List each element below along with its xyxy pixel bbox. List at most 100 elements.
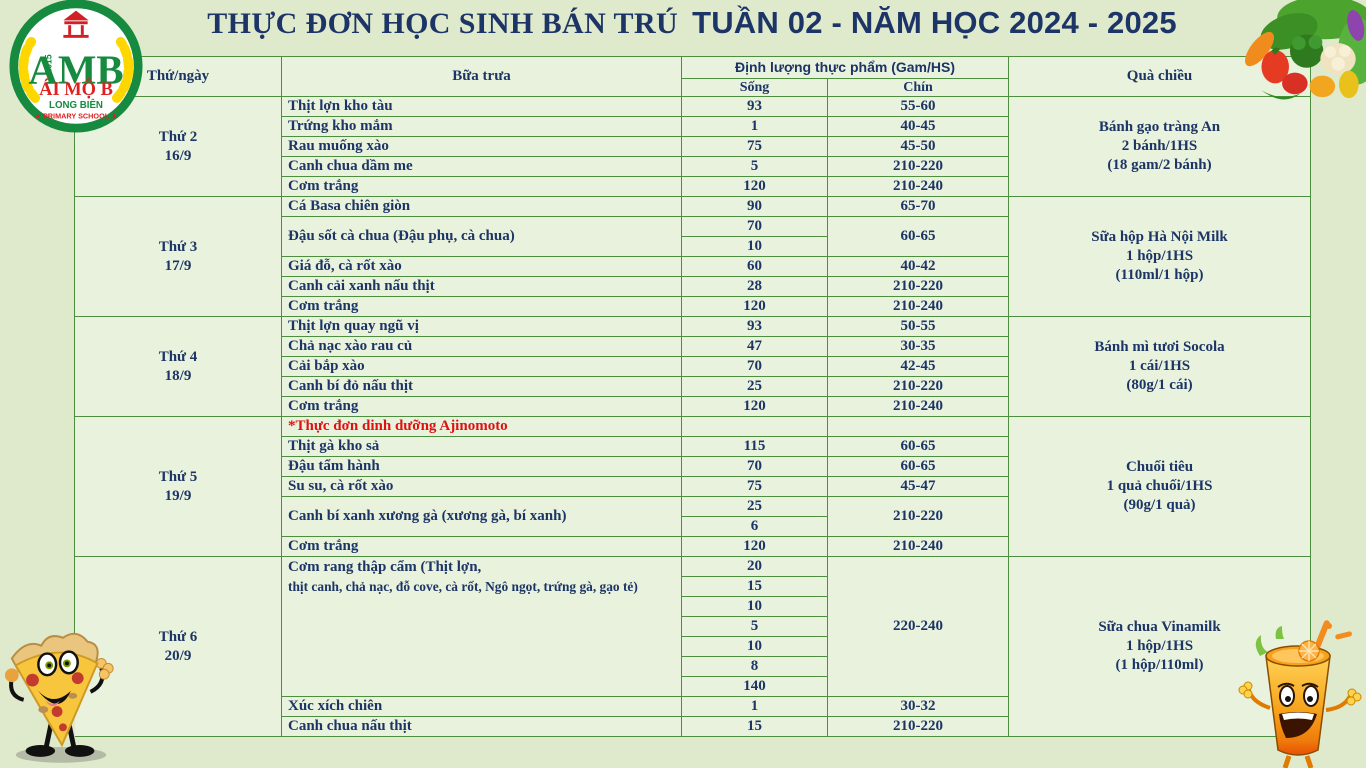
raw-cell: 93 bbox=[682, 97, 828, 117]
menu-table: Thứ/ngày Bữa trưa Định lượng thực phẩm (… bbox=[74, 56, 1311, 737]
cooked-cell: 45-47 bbox=[828, 477, 1009, 497]
raw-cell: 75 bbox=[682, 477, 828, 497]
pagoda-icon bbox=[63, 10, 89, 38]
dish-cell: Cơm trắng bbox=[282, 397, 682, 417]
dish-cell: Cá Basa chiên giòn bbox=[282, 197, 682, 217]
cooked-cell: 42-45 bbox=[828, 357, 1009, 377]
school-logo: AMB 2015 ÁI MỘ B LONG BIÊN ★ PRIMARY SCH… bbox=[9, 0, 143, 133]
dish-cell: Su su, cà rốt xào bbox=[282, 477, 682, 497]
pizza-mascot bbox=[4, 632, 114, 763]
raw-cell: 90 bbox=[682, 197, 828, 217]
dish-cell: Canh chua nấu thịt bbox=[282, 717, 682, 737]
dish-cell: Đậu tẩm hành bbox=[282, 457, 682, 477]
day-cell-tuesday: Thứ 3 17/9 bbox=[75, 197, 282, 317]
dish-line-1: Cơm rang thập cẩm (Thịt lợn, bbox=[288, 559, 482, 575]
dish-cell: Rau muống xào bbox=[282, 137, 682, 157]
header-raw: Sống bbox=[682, 79, 828, 97]
dish-cell: Canh cải xanh nấu thịt bbox=[282, 277, 682, 297]
cooked-cell: 45-50 bbox=[828, 137, 1009, 157]
header-snack: Quà chiều bbox=[1009, 57, 1311, 97]
vegetables-image bbox=[1245, 0, 1366, 100]
cooked-cell: 210-220 bbox=[828, 277, 1009, 297]
page-title: THỰC ĐƠN HỌC SINH BÁN TRÚ TUẦN 02 - NĂM … bbox=[74, 5, 1310, 41]
dish-cell: Canh bí đỏ nấu thịt bbox=[282, 377, 682, 397]
dish-cell: Cơm trắng bbox=[282, 177, 682, 197]
dish-cell: Thịt lợn quay ngũ vị bbox=[282, 317, 682, 337]
logo-school-type: ★ PRIMARY SCHOOL ★ bbox=[33, 111, 118, 120]
raw-cell: 120 bbox=[682, 177, 828, 197]
snack-line: Bánh mì tươi Socola bbox=[1094, 339, 1225, 355]
raw-cell: 75 bbox=[682, 137, 828, 157]
snack-line: Sữa hộp Hà Nội Milk bbox=[1091, 229, 1228, 245]
snack-cell-tuesday: Sữa hộp Hà Nội Milk 1 hộp/1HS (110ml/1 h… bbox=[1009, 197, 1311, 317]
cooked-cell: 60-65 bbox=[828, 217, 1009, 257]
raw-cell: 10 bbox=[682, 237, 828, 257]
day-label: Thứ 3 bbox=[158, 238, 198, 255]
snack-line: 2 bánh/1HS bbox=[1121, 138, 1198, 154]
snack-line: (1 hộp/110ml) bbox=[1115, 657, 1204, 673]
cooked-cell: 30-32 bbox=[828, 697, 1009, 717]
day-label: Thứ 5 bbox=[158, 468, 198, 485]
dish-cell: Xúc xích chiên bbox=[282, 697, 682, 717]
dish-cell: Đậu sốt cà chua (Đậu phụ, cà chua) bbox=[282, 217, 682, 257]
dish-cell: Giá đỗ, cà rốt xào bbox=[282, 257, 682, 277]
snack-line: 1 hộp/1HS bbox=[1125, 248, 1194, 264]
cooked-cell: 210-240 bbox=[828, 297, 1009, 317]
logo-school-name: ÁI MỘ B bbox=[39, 78, 113, 99]
dish-cell: Cải bắp xào bbox=[282, 357, 682, 377]
dish-cell: Trứng kho mắm bbox=[282, 117, 682, 137]
raw-cell: 120 bbox=[682, 397, 828, 417]
raw-cell: 25 bbox=[682, 377, 828, 397]
page-title-week: TUẦN 02 - NĂM HỌC 2024 - 2025 bbox=[692, 5, 1177, 40]
snack-line: 1 quả chuối/1HS bbox=[1106, 478, 1213, 494]
raw-cell: 47 bbox=[682, 337, 828, 357]
raw-cell: 15 bbox=[682, 577, 828, 597]
dish-cell-fried-rice: Cơm rang thập cẩm (Thịt lợn, thịt canh, … bbox=[282, 557, 682, 697]
snack-line: (18 gam/2 bánh) bbox=[1107, 157, 1212, 173]
cooked-cell: 210-220 bbox=[828, 717, 1009, 737]
raw-cell: 5 bbox=[682, 617, 828, 637]
snack-line: Bánh gạo tràng An bbox=[1098, 119, 1221, 135]
day-date: 20/9 bbox=[164, 647, 192, 664]
day-label: Thứ 4 bbox=[158, 348, 198, 365]
day-date: 18/9 bbox=[164, 367, 192, 384]
raw-cell: 5 bbox=[682, 157, 828, 177]
raw-cell: 120 bbox=[682, 297, 828, 317]
snack-line: Chuối tiêu bbox=[1125, 459, 1194, 475]
dish-cell: Thịt gà kho sả bbox=[282, 437, 682, 457]
raw-cell: 15 bbox=[682, 717, 828, 737]
raw-cell: 25 bbox=[682, 497, 828, 517]
day-label: Thứ 2 bbox=[158, 128, 198, 145]
raw-cell: 70 bbox=[682, 457, 828, 477]
header-cooked: Chín bbox=[828, 79, 1009, 97]
cooked-cell: 210-240 bbox=[828, 177, 1009, 197]
day-cell-monday: Thứ 2 16/9 bbox=[75, 97, 282, 197]
raw-cell: 1 bbox=[682, 697, 828, 717]
cooked-cell: 55-60 bbox=[828, 97, 1009, 117]
raw-cell: 8 bbox=[682, 657, 828, 677]
raw-cell: 70 bbox=[682, 357, 828, 377]
logo-initials: AMB bbox=[28, 47, 123, 92]
cooked-cell: 210-220 bbox=[828, 497, 1009, 537]
snack-line: 1 hộp/1HS bbox=[1125, 638, 1194, 654]
cooked-cell: 210-240 bbox=[828, 537, 1009, 557]
day-date: 16/9 bbox=[164, 147, 192, 164]
cooked-cell: 30-35 bbox=[828, 337, 1009, 357]
snack-line: (110ml/1 hộp) bbox=[1115, 267, 1204, 283]
snack-cell-thursday: Chuối tiêu 1 quả chuối/1HS (90g/1 quả) bbox=[1009, 417, 1311, 557]
raw-cell: 70 bbox=[682, 217, 828, 237]
cooked-cell: 40-42 bbox=[828, 257, 1009, 277]
raw-cell: 140 bbox=[682, 677, 828, 697]
cooked-cell: 50-55 bbox=[828, 317, 1009, 337]
logo-district: LONG BIÊN bbox=[49, 99, 103, 111]
cooked-cell: 65-70 bbox=[828, 197, 1009, 217]
raw-cell: 28 bbox=[682, 277, 828, 297]
raw-cell: 1 bbox=[682, 117, 828, 137]
cooked-cell: 60-65 bbox=[828, 457, 1009, 477]
raw-cell: 10 bbox=[682, 637, 828, 657]
day-date: 17/9 bbox=[164, 257, 192, 274]
dish-cell: Cơm trắng bbox=[282, 297, 682, 317]
snack-line: (80g/1 cái) bbox=[1126, 377, 1193, 393]
dish-line-2: thịt canh, chả nạc, đỗ cove, cà rốt, Ngô… bbox=[288, 579, 638, 594]
